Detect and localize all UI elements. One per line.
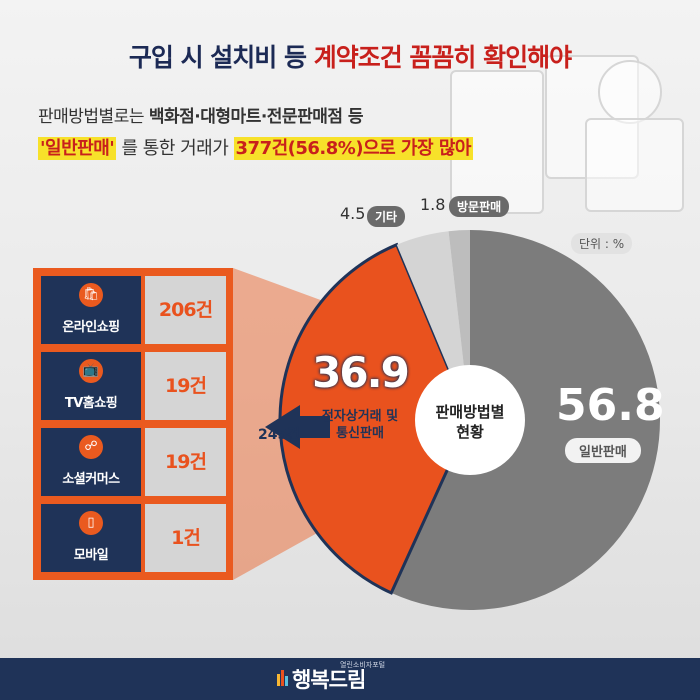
breakdown-label-cell: 📺 TV홈쇼핑	[41, 352, 141, 420]
breakdown-label-cell: ▯ 모바일	[41, 504, 141, 572]
breakdown-count: 19건	[145, 352, 226, 420]
label-etc-value: 4.5	[340, 204, 366, 223]
label-ecommerce-tag-line2: 통신판매	[336, 426, 384, 441]
footer-bar	[0, 658, 700, 700]
label-visit-value: 1.8	[420, 195, 446, 214]
arrow-left-icon	[265, 405, 330, 449]
label-visit-tag: 방문판매	[449, 196, 510, 217]
pie-slice-2	[278, 242, 472, 595]
breakdown-count: 19건	[145, 428, 226, 496]
subtitle-line1: 판매방법별로는 백화점·대형마트·전문판매점 등	[38, 102, 364, 127]
social-icon: ☍	[79, 435, 103, 459]
label-etc-tag: 기타	[367, 206, 406, 227]
subtitle-line1-a: 판매방법별로는	[38, 107, 149, 127]
title-part1: 구입 시 설치비 등	[128, 43, 314, 72]
pie-center-label: 판매방법별 현황	[420, 402, 520, 442]
ecommerce-total: 245건	[258, 427, 301, 443]
pie-center-label-line1: 판매방법별	[435, 403, 505, 421]
breakdown-label: 온라인쇼핑	[62, 320, 120, 335]
subtitle-highlight-2: 377건(56.8%)으로 가장 많아	[233, 137, 473, 160]
breakdown-count: 1건	[145, 504, 226, 572]
breakdown-row-tv: 📺 TV홈쇼핑 19건	[41, 352, 226, 420]
subtitle-line2: '일반판매' 를 통한 거래가 377건(56.8%)으로 가장 많아	[38, 134, 473, 160]
breakdown-row-online: 🛍 온라인쇼핑 206건	[41, 276, 226, 344]
breakdown-label-cell: ☍ 소셜커머스	[41, 428, 141, 496]
shopping-bag-icon: 🛍	[79, 283, 103, 307]
title-part2: 계약조건 꼼꼼히 확인해야	[313, 43, 572, 72]
breakdown-count: 206건	[145, 276, 226, 344]
pie-slice-1	[391, 230, 661, 610]
page-title: 구입 시 설치비 등 계약조건 꼼꼼히 확인해야	[0, 38, 700, 74]
pie-center-label-line2: 현황	[456, 423, 484, 441]
label-ecommerce-value: 36.9	[312, 348, 410, 397]
label-ecommerce-tag-line1: 전자상거래 및	[321, 409, 399, 424]
breakdown-row-mobile: ▯ 모바일 1건	[41, 504, 226, 572]
subtitle-highlight-1: '일반판매'	[38, 137, 117, 160]
breakdown-label: 소셜커머스	[62, 472, 120, 487]
brand-logo-text[interactable]: 행복드림	[292, 668, 366, 692]
breakdown-row-social: ☍ 소셜커머스 19건	[41, 428, 226, 496]
unit-label: 단위 : %	[571, 233, 633, 254]
brand-logo-icon	[277, 670, 288, 686]
tv-icon: 📺	[79, 359, 103, 383]
breakdown-label-cell: 🛍 온라인쇼핑	[41, 276, 141, 344]
label-general-tag: 일반판매	[565, 438, 641, 463]
label-general-value: 56.8	[556, 380, 665, 431]
subtitle-line1-b: 백화점·대형마트·전문판매점 등	[148, 107, 364, 127]
breakdown-label: 모바일	[73, 548, 109, 563]
subtitle-line2-mid: 를 통한 거래가	[116, 138, 234, 159]
label-ecommerce-tag: 전자상거래 및 통신판매	[305, 408, 415, 442]
pie-center-hole	[415, 365, 525, 475]
appliance-washer-illustration	[585, 118, 684, 212]
mobile-icon: ▯	[79, 511, 103, 535]
breakdown-label: TV홈쇼핑	[64, 396, 118, 411]
brand-logo-subtext: 열린소비자포털	[340, 661, 386, 669]
ecommerce-breakdown-panel: 🛍 온라인쇼핑 206건 📺 TV홈쇼핑 19건 ☍ 소셜커머스 19건 ▯ 모…	[33, 268, 233, 580]
